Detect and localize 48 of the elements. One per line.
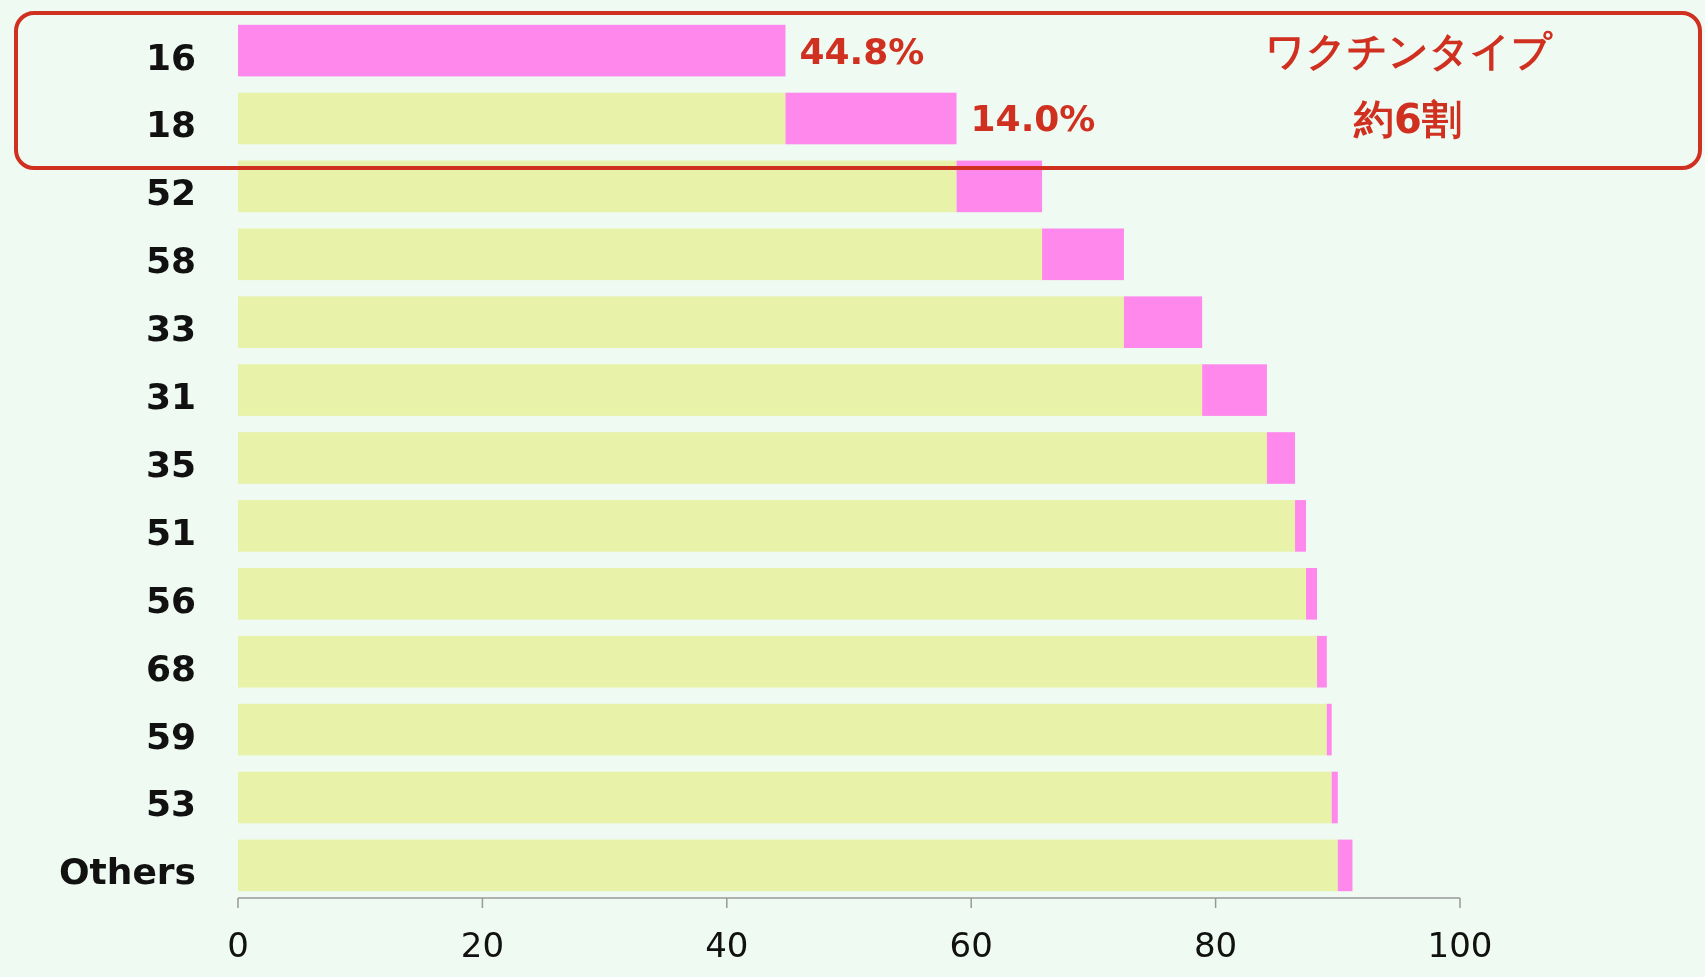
y-tick-label: 52 bbox=[145, 172, 196, 214]
bar bbox=[1266, 432, 1296, 484]
bar bbox=[1326, 703, 1332, 756]
annotation: ワクチンタイプ bbox=[1264, 27, 1553, 74]
data-label: 44.8% bbox=[799, 30, 925, 72]
y-tick-label: 53 bbox=[145, 783, 196, 825]
bar bbox=[785, 92, 957, 145]
bar bbox=[1306, 568, 1318, 620]
bar bbox=[238, 703, 1327, 756]
y-tick-label: 35 bbox=[145, 443, 196, 485]
bar bbox=[238, 771, 1332, 824]
bar bbox=[238, 364, 1203, 416]
x-tick-label: 60 bbox=[949, 925, 993, 965]
y-tick-label: 33 bbox=[145, 308, 196, 350]
bar bbox=[238, 635, 1318, 688]
bar bbox=[1123, 296, 1203, 348]
bar bbox=[1295, 500, 1307, 552]
bar bbox=[238, 92, 786, 145]
bar bbox=[1202, 364, 1267, 416]
bar bbox=[1331, 771, 1338, 824]
bar bbox=[238, 432, 1267, 484]
bar bbox=[238, 500, 1296, 552]
y-tick-label: 59 bbox=[145, 715, 196, 757]
annotation: 約6割 bbox=[1353, 95, 1462, 142]
x-tick-label: 100 bbox=[1427, 925, 1493, 965]
bar bbox=[238, 568, 1307, 620]
x-tick-label: 80 bbox=[1193, 925, 1238, 965]
y-tick-label: Others bbox=[58, 851, 196, 893]
bar bbox=[956, 160, 1043, 213]
bar bbox=[238, 839, 1338, 892]
x-tick-label: 40 bbox=[705, 925, 749, 965]
y-tick-label: 16 bbox=[145, 36, 196, 78]
data-label: 14.0% bbox=[970, 98, 1096, 140]
y-tick-label: 51 bbox=[145, 511, 196, 553]
bar bbox=[238, 228, 1043, 281]
x-tick-label: 0 bbox=[227, 925, 249, 965]
bar bbox=[238, 24, 786, 77]
bar bbox=[1042, 228, 1124, 281]
bar bbox=[238, 160, 957, 213]
y-tick-label: 18 bbox=[145, 104, 196, 146]
y-tick-label: 56 bbox=[145, 579, 196, 621]
y-tick-label: 68 bbox=[145, 647, 196, 689]
bar bbox=[1317, 635, 1327, 688]
bar bbox=[1337, 839, 1353, 892]
y-tick-label: 58 bbox=[145, 240, 196, 282]
bar bbox=[238, 296, 1124, 348]
y-tick-label: 31 bbox=[145, 376, 196, 418]
x-tick-label: 20 bbox=[460, 925, 505, 965]
